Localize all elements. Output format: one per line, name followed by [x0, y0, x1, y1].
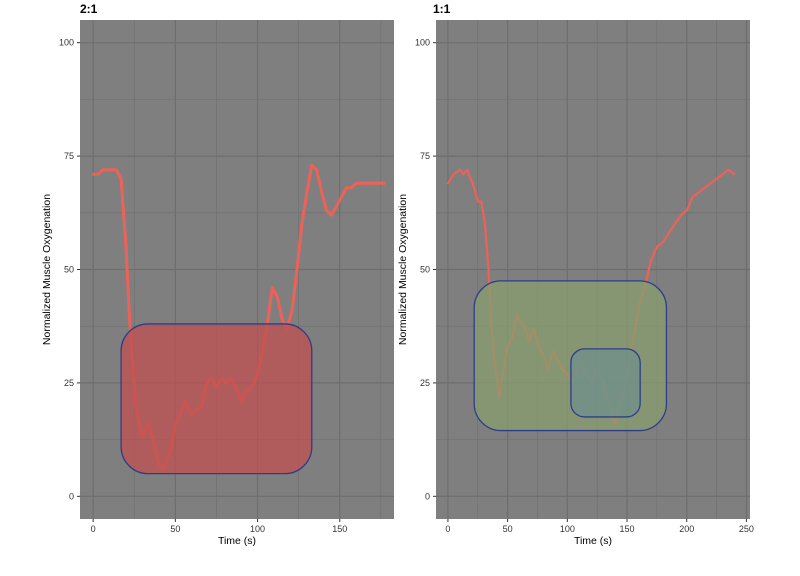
left-x-tick-label: 0: [91, 524, 96, 534]
left-x-tick-label: 50: [170, 524, 180, 534]
right-y-tick-label: 25: [420, 378, 430, 388]
right-x-tick-label: 0: [445, 524, 450, 534]
left-y-tick-label: 25: [64, 378, 74, 388]
right-highlight-box: [570, 348, 641, 418]
right-x-tick-label: 250: [739, 524, 754, 534]
left-y-axis-title: Normalized Muscle Oxygenation: [41, 194, 53, 345]
left-x-tick-label: 100: [250, 524, 265, 534]
panel-title-left: 2:1: [80, 2, 98, 16]
left-y-tick-label: 100: [59, 38, 74, 48]
right-x-tick-label: 100: [560, 524, 575, 534]
right-x-axis-title: Time (s): [574, 535, 612, 547]
right-y-axis-title: Normalized Muscle Oxygenation: [397, 194, 409, 345]
right-x-tick-label: 200: [679, 524, 694, 534]
left-x-axis-title: Time (s): [218, 535, 256, 547]
right-y-tick-label: 100: [415, 38, 430, 48]
panel-title-right: 1:1: [433, 2, 451, 16]
right-y-tick-label: 75: [420, 151, 430, 161]
left-y-tick-label: 0: [69, 491, 74, 501]
right-x-tick-label: 150: [620, 524, 635, 534]
right-y-tick-label: 50: [420, 265, 430, 275]
left-x-tick-label: 150: [332, 524, 347, 534]
left-grid: [80, 20, 394, 519]
right-y-tick-label: 0: [425, 491, 430, 501]
right-x-tick-label: 50: [503, 524, 513, 534]
left-y-tick-label: 75: [64, 151, 74, 161]
right-grid: [436, 20, 750, 519]
left-y-tick-label: 50: [64, 265, 74, 275]
left-highlight-box: [120, 323, 313, 475]
